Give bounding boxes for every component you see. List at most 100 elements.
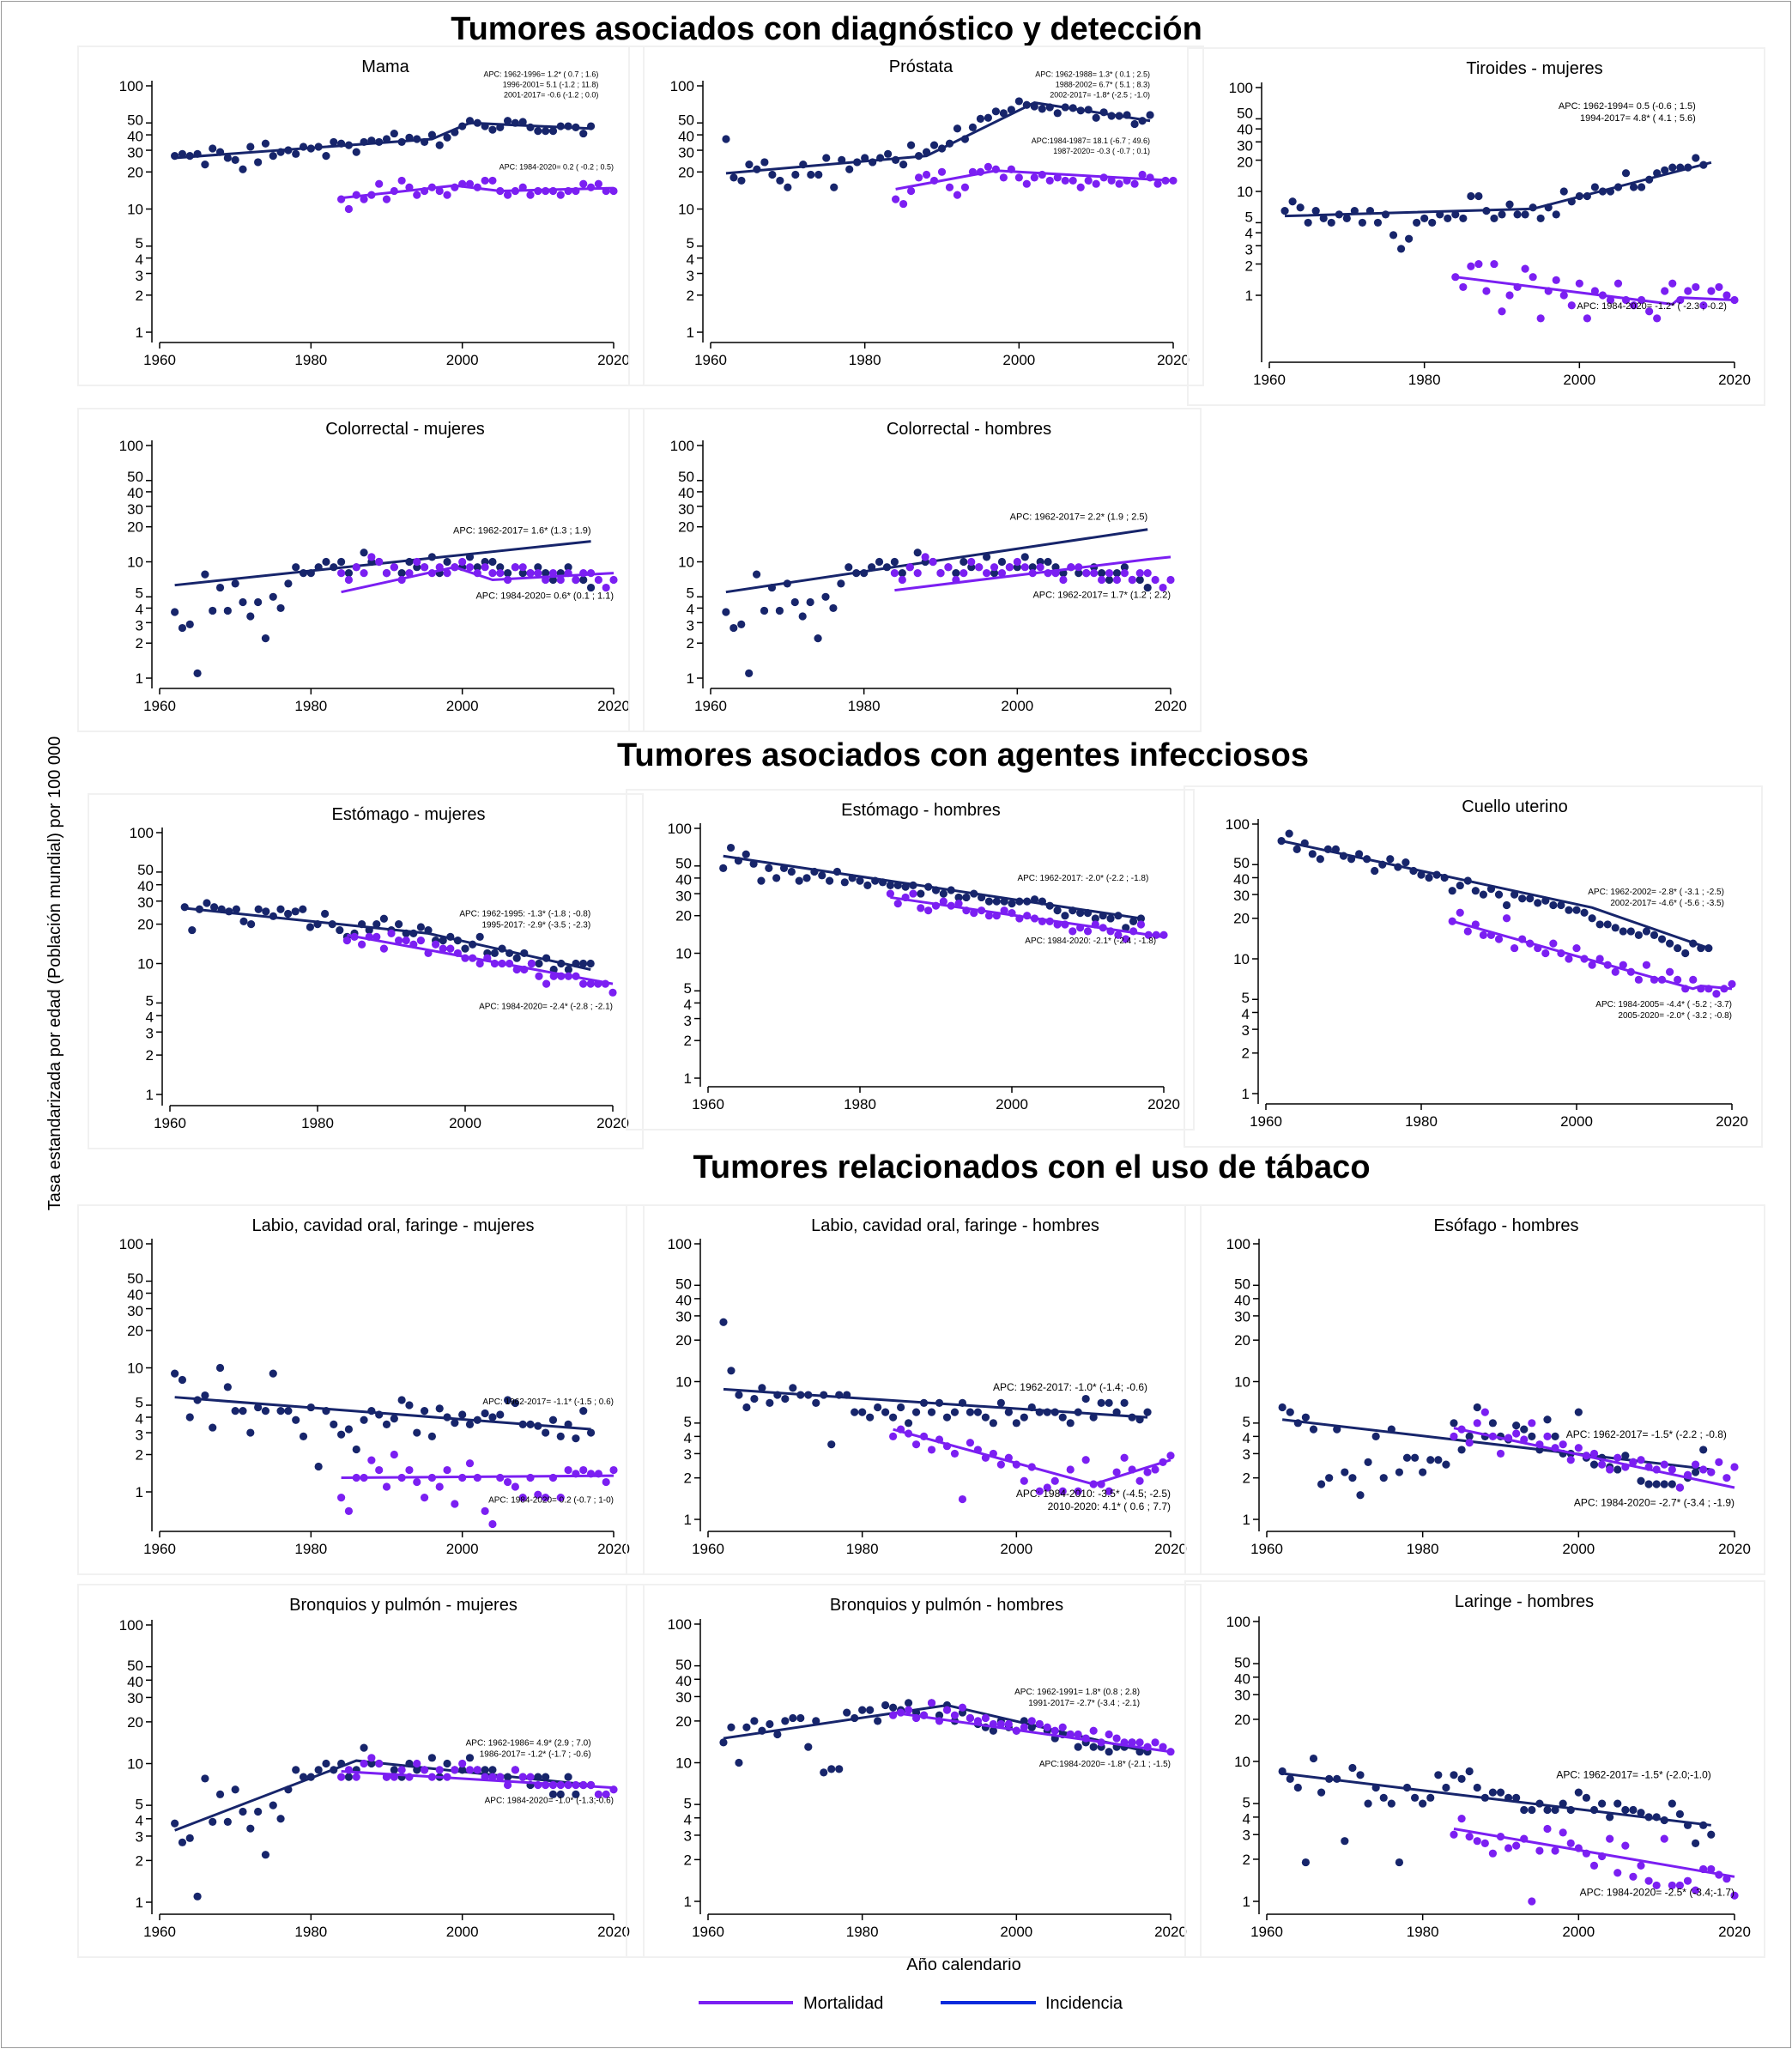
y-tick-label: 30 bbox=[678, 501, 694, 518]
data-point-mortality bbox=[352, 1773, 360, 1781]
data-point-incidence bbox=[488, 1766, 497, 1774]
data-point-incidence bbox=[984, 897, 994, 906]
data-point-incidence bbox=[984, 113, 992, 122]
data-point-incidence bbox=[1301, 1413, 1311, 1422]
data-point-incidence bbox=[1105, 575, 1114, 585]
data-point-incidence bbox=[1285, 829, 1293, 838]
trend-line-mortality bbox=[1455, 276, 1735, 306]
data-point-incidence bbox=[330, 137, 338, 147]
data-point-incidence bbox=[976, 114, 985, 124]
data-point-mortality bbox=[1084, 176, 1093, 185]
data-point-mortality bbox=[1691, 1460, 1700, 1469]
data-point-incidence bbox=[1395, 1858, 1404, 1867]
data-point-incidence bbox=[1356, 1771, 1365, 1779]
data-point-incidence bbox=[758, 1384, 766, 1392]
data-point-mortality bbox=[1105, 1487, 1113, 1495]
data-point-mortality bbox=[1689, 975, 1698, 984]
data-point-incidence bbox=[564, 563, 572, 572]
data-point-mortality bbox=[1092, 179, 1100, 188]
data-point-mortality bbox=[1712, 990, 1721, 998]
trend-line-mortality bbox=[341, 1769, 614, 1790]
data-point-mortality bbox=[382, 195, 391, 203]
data-point-incidence bbox=[405, 1401, 414, 1409]
data-point-mortality bbox=[950, 1449, 960, 1458]
data-point-mortality bbox=[405, 1465, 414, 1475]
data-point-incidence bbox=[1613, 1799, 1622, 1808]
x-tick-label: 2020 bbox=[1718, 1541, 1751, 1557]
data-point-mortality bbox=[387, 929, 396, 937]
y-tick-label: 3 bbox=[687, 618, 694, 634]
data-point-incidence bbox=[784, 183, 792, 191]
y-tick-label: 2 bbox=[136, 1447, 143, 1464]
apc-annotation-mortality: APC: 1984-2005= -4.4* ( -5.2 ; -3.7) bbox=[1595, 1000, 1732, 1009]
data-point-mortality bbox=[360, 569, 368, 578]
trend-line-incidence bbox=[174, 540, 591, 587]
data-point-mortality bbox=[402, 937, 410, 945]
y-tick-label: 40 bbox=[1237, 122, 1253, 138]
data-point-mortality bbox=[1597, 1460, 1607, 1469]
y-tick-label: 20 bbox=[1233, 911, 1250, 927]
data-point-incidence bbox=[1490, 214, 1498, 223]
data-point-incidence bbox=[1341, 1837, 1349, 1846]
data-point-mortality bbox=[1128, 575, 1136, 585]
data-point-incidence bbox=[973, 1408, 983, 1416]
data-point-incidence bbox=[231, 579, 239, 588]
data-point-incidence bbox=[1450, 1419, 1458, 1428]
panel-labio-cavidad-oral-faringe-hombres: Labio, cavidad oral, faringe - hombres 10… bbox=[626, 1204, 1202, 1575]
data-point-incidence bbox=[1058, 1413, 1067, 1422]
data-point-mortality bbox=[379, 944, 388, 953]
data-point-mortality bbox=[1457, 1815, 1466, 1823]
data-point-incidence bbox=[337, 1430, 346, 1439]
data-point-mortality bbox=[999, 173, 1008, 182]
trend-line-mortality bbox=[341, 1474, 614, 1480]
data-point-mortality bbox=[1465, 1439, 1474, 1447]
data-point-incidence bbox=[488, 1413, 497, 1422]
data-point-incidence bbox=[981, 1413, 990, 1422]
data-point-mortality bbox=[465, 1766, 475, 1774]
data-point-incidence bbox=[1457, 1446, 1466, 1454]
data-point-incidence bbox=[254, 1807, 263, 1816]
y-tick-label: 20 bbox=[1234, 1712, 1250, 1728]
y-tick-label: 20 bbox=[1234, 1332, 1250, 1349]
data-point-incidence bbox=[239, 1407, 247, 1416]
data-point-mortality bbox=[609, 1465, 618, 1475]
data-point-incidence bbox=[737, 176, 746, 185]
y-tick-label: 5 bbox=[687, 235, 694, 252]
data-point-incidence bbox=[954, 893, 963, 902]
data-point-incidence bbox=[904, 1699, 913, 1707]
data-point-mortality bbox=[594, 1790, 602, 1798]
y-tick-label: 10 bbox=[1234, 1374, 1250, 1391]
data-point-incidence bbox=[548, 1416, 558, 1424]
data-point-mortality bbox=[1504, 1844, 1513, 1852]
data-point-mortality bbox=[511, 1766, 519, 1774]
x-tick-label: 1980 bbox=[294, 352, 327, 368]
data-point-mortality bbox=[906, 186, 916, 196]
data-point-mortality bbox=[352, 563, 360, 572]
apc-annotation-mortality: APC: 1984-2020= -1.2* ( -2.3 ; -0.2) bbox=[1577, 301, 1727, 312]
data-point-mortality bbox=[1082, 569, 1091, 578]
data-point-incidence bbox=[1473, 1783, 1481, 1792]
data-point-incidence bbox=[992, 897, 1001, 906]
trend-line-mortality bbox=[893, 1711, 1171, 1754]
data-point-incidence bbox=[292, 563, 300, 572]
data-point-incidence bbox=[1004, 1408, 1013, 1416]
y-tick-label: 2 bbox=[136, 635, 143, 652]
y-tick-label: 2 bbox=[136, 288, 143, 304]
y-tick-label: 10 bbox=[1233, 951, 1250, 967]
data-point-mortality bbox=[435, 1766, 444, 1774]
data-point-mortality bbox=[390, 563, 398, 572]
data-point-mortality bbox=[1496, 1449, 1505, 1458]
data-point-mortality bbox=[548, 186, 558, 196]
data-point-mortality bbox=[1675, 1483, 1685, 1492]
data-point-incidence bbox=[490, 949, 499, 958]
x-tick-label: 1980 bbox=[1408, 372, 1441, 388]
data-point-incidence bbox=[742, 1723, 751, 1731]
data-point-incidence bbox=[203, 899, 211, 907]
apc-annotation-incidence: 2002-2017= -1.8* (-2.5 ; -1.0) bbox=[1050, 91, 1150, 100]
data-point-incidence bbox=[1603, 920, 1612, 929]
data-point-incidence bbox=[1379, 1474, 1388, 1482]
data-point-incidence bbox=[950, 1408, 960, 1416]
data-point-incidence bbox=[1528, 1432, 1536, 1440]
y-tick-label: 30 bbox=[1234, 1308, 1250, 1325]
data-point-incidence bbox=[292, 149, 300, 158]
